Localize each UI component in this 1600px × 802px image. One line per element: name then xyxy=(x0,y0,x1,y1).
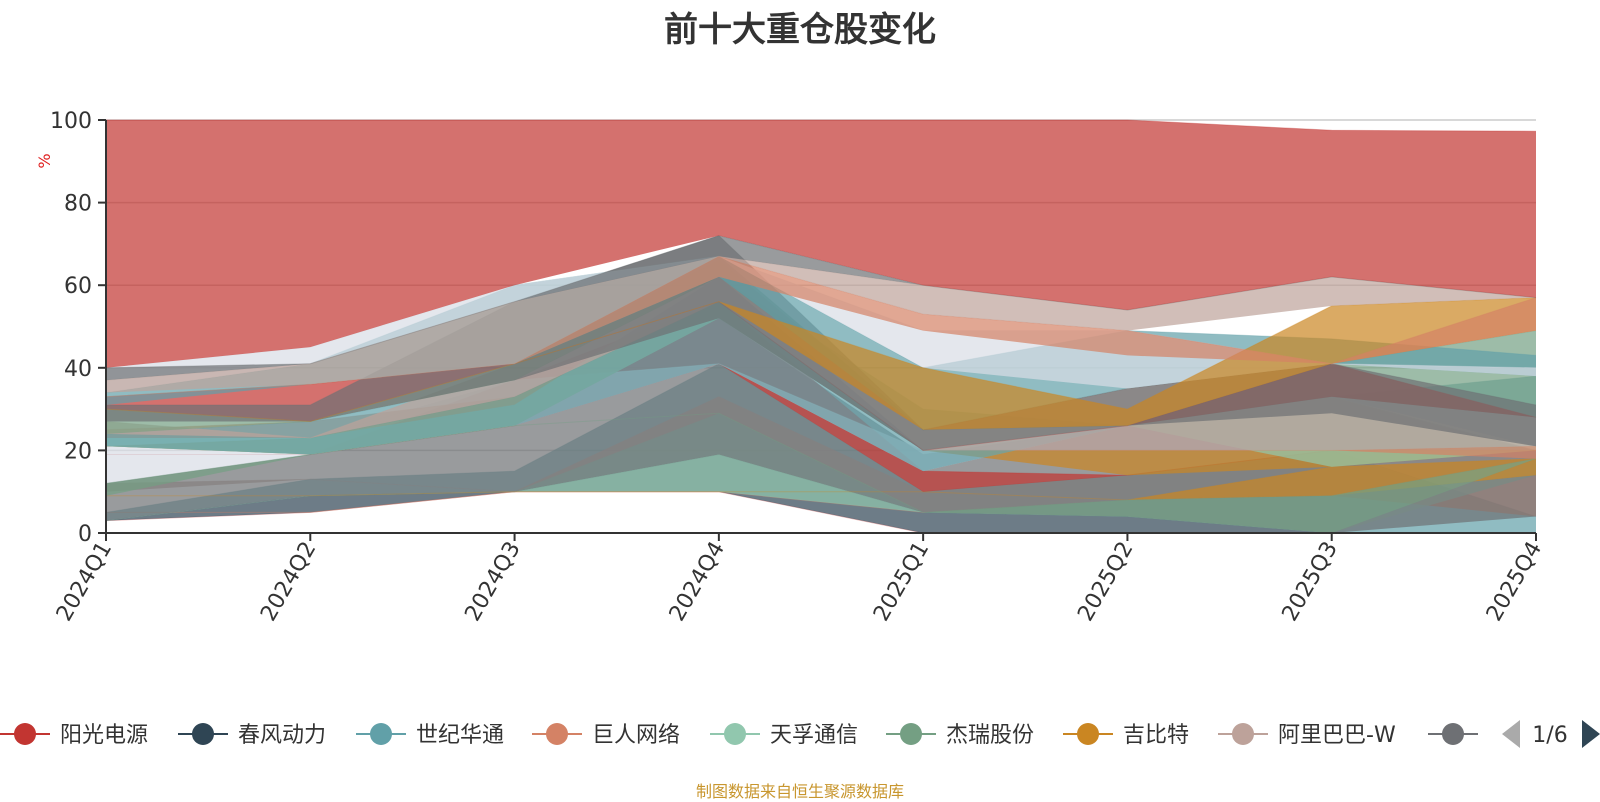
legend-marker xyxy=(1077,723,1099,745)
legend-marker xyxy=(546,723,568,745)
legend-label: 杰瑞股份 xyxy=(946,723,1034,748)
legend-item[interactable]: 吉比特 xyxy=(1063,723,1189,748)
legend: 阳光电源 春风动力 世纪华通 巨人网络 天孚通信 杰瑞股份 吉比特 阿里巴巴-W 1/6 xyxy=(0,720,1600,748)
source-note: 制图数据来自恒生聚源数据库 xyxy=(695,782,904,801)
legend-marker xyxy=(1232,723,1254,745)
area-band-23 xyxy=(106,256,1536,393)
y-tick-label: 40 xyxy=(64,357,92,382)
x-tick-label: 2024Q3 xyxy=(460,538,525,626)
area-series xyxy=(105,119,1537,534)
legend-prev-arrow-icon[interactable] xyxy=(1502,720,1520,748)
legend-item[interactable]: 世纪华通 xyxy=(356,723,504,748)
legend-marker xyxy=(724,723,746,745)
legend-page-indicator: 1/6 xyxy=(1532,723,1567,748)
legend-label: 天孚通信 xyxy=(770,723,858,748)
legend-item[interactable]: 杰瑞股份 xyxy=(886,723,1034,748)
x-tick-label: 2024Q4 xyxy=(665,538,730,626)
legend-item[interactable]: 春风动力 xyxy=(178,723,326,748)
x-tick-label: 2024Q1 xyxy=(52,538,117,626)
legend-label: 吉比特 xyxy=(1123,723,1189,748)
legend-label: 世纪华通 xyxy=(416,723,504,748)
x-tick-label: 2025Q2 xyxy=(1073,538,1138,626)
chart-title: 前十大重仓股变化 xyxy=(664,10,936,50)
x-tick-label: 2025Q4 xyxy=(1482,538,1547,626)
y-tick-label: 0 xyxy=(78,522,92,547)
legend-marker xyxy=(192,723,214,745)
area-edge-25 xyxy=(106,119,1537,132)
y-axis-unit-label: % xyxy=(35,153,54,168)
y-tick-label: 80 xyxy=(64,192,92,217)
y-tick-label: 20 xyxy=(64,439,92,464)
y-tick-label: 100 xyxy=(50,109,92,134)
y-tick-label: 60 xyxy=(64,274,92,299)
area-edge-21 xyxy=(105,297,1537,423)
legend-item[interactable] xyxy=(1428,723,1478,745)
legend-marker xyxy=(900,723,922,745)
x-tick-label: 2024Q2 xyxy=(256,538,321,626)
legend-label: 阳光电源 xyxy=(60,723,148,748)
legend-item[interactable]: 天孚通信 xyxy=(710,723,858,748)
area-band-10 xyxy=(106,413,1536,533)
area-edge-22 xyxy=(105,255,1537,398)
area-band-24 xyxy=(106,235,1536,381)
legend-label: 阿里巴巴-W xyxy=(1278,723,1396,748)
legend-item[interactable]: 巨人网络 xyxy=(532,723,680,748)
area-band-21 xyxy=(106,297,1536,430)
legend-label: 巨人网络 xyxy=(592,723,680,748)
legend-marker xyxy=(370,723,392,745)
legend-label: 春风动力 xyxy=(238,723,326,748)
legend-item[interactable]: 阳光电源 xyxy=(0,723,148,748)
x-tick-label: 2025Q3 xyxy=(1278,538,1343,626)
area-band-20 xyxy=(106,256,1536,393)
area-band-25 xyxy=(106,120,1536,368)
area-edge-7 xyxy=(106,458,1537,501)
legend-item[interactable]: 阿里巴巴-W xyxy=(1218,723,1396,748)
legend-marker xyxy=(1442,723,1464,745)
legend-next-arrow-icon[interactable] xyxy=(1582,720,1600,748)
x-tick-label: 2025Q1 xyxy=(869,538,934,626)
legend-marker xyxy=(14,723,36,745)
